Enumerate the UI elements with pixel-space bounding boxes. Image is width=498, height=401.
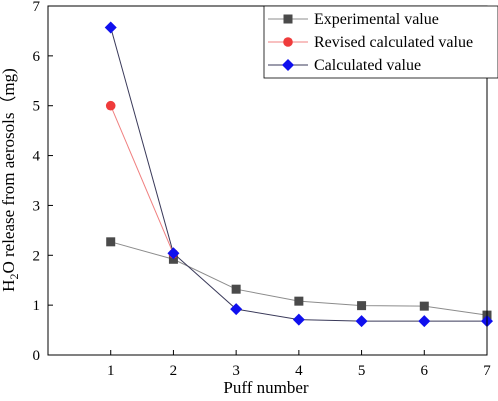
data-point-experimental-value [106, 237, 116, 247]
y-axis-label-subscript: 2 [7, 274, 21, 280]
data-point-calculated-value [104, 21, 117, 34]
legend-label-calculated-value: Calculated value [314, 57, 421, 74]
x-tick-label: 1 [107, 363, 115, 379]
data-point-revised-calculated-value [105, 100, 116, 111]
y-tick-label: 1 [33, 298, 41, 314]
legend-label-experimental-value: Experimental value [314, 11, 439, 28]
x-tick-label: 5 [358, 363, 366, 379]
series-line-revised-calculated-value [110, 105, 174, 254]
y-tick-label: 6 [33, 49, 41, 65]
x-tick-label: 6 [421, 363, 429, 379]
legend: Experimental value Revised calculated val… [263, 5, 498, 79]
y-tick-label: 4 [33, 149, 41, 165]
data-point-experimental-value [419, 301, 429, 311]
series-calculated-value [104, 21, 493, 328]
data-point-calculated-value [355, 315, 368, 328]
x-tick-label: 4 [295, 363, 303, 379]
y-tick-label: 7 [33, 0, 41, 15]
legend-marker-calculated-value [282, 59, 294, 71]
x-axis-label: Puff number [223, 378, 308, 397]
data-point-experimental-value [231, 284, 241, 294]
y-tick-label: 2 [33, 248, 41, 264]
series-revised-calculated-value [105, 100, 179, 259]
data-point-experimental-value [357, 301, 367, 311]
y-tick-label: 0 [33, 348, 41, 364]
legend-marker-experimental-value [283, 14, 293, 24]
plot-area [104, 21, 493, 328]
data-point-calculated-value [167, 247, 180, 260]
data-point-calculated-value [292, 313, 305, 326]
data-point-calculated-value [418, 315, 431, 328]
legend-label-revised-calculated-value: Revised calculated value [314, 34, 473, 51]
y-axis-label-prefix: H [0, 280, 18, 292]
x-tick-label: 3 [232, 363, 240, 379]
legend-marker-revised-calculated-value [283, 37, 293, 47]
y-axis-label-suffix: O release from aerosols（mg) [0, 68, 18, 273]
data-point-experimental-value [294, 296, 304, 306]
y-tick-label: 5 [33, 99, 41, 115]
y-tick-label: 3 [33, 198, 41, 214]
y-axis-label: H2O release from aerosols（mg) [0, 68, 21, 292]
x-tick-label: 7 [483, 363, 491, 379]
data-point-calculated-value [230, 303, 243, 316]
x-tick-label: 2 [170, 363, 178, 379]
series-experimental-value [106, 237, 492, 320]
